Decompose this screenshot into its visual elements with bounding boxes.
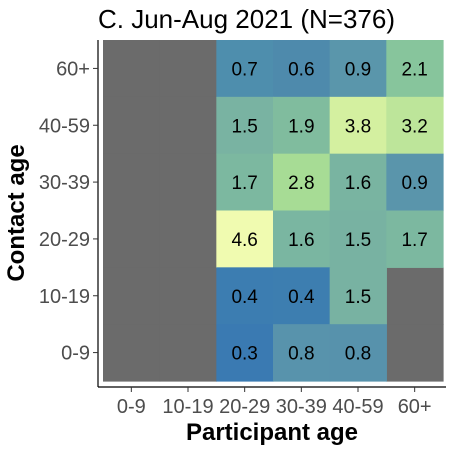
cell-value-label: 0.4 bbox=[231, 287, 258, 308]
heatmap-cell bbox=[329, 210, 387, 268]
heatmap-cell bbox=[216, 324, 274, 382]
heatmap-cell-labels: 0.7 0.6 0.9 2.1 1.5 1.9 3.8 3.2 1.7 2.8 1.6 0.9 4.6 1… bbox=[231, 59, 427, 364]
heatmap-cell bbox=[329, 153, 387, 212]
cell-value-label: 1.5 bbox=[345, 230, 371, 251]
x-tick-label: 40-59 bbox=[332, 396, 383, 418]
x-tick-label: 60+ bbox=[398, 396, 432, 418]
heatmap-cell bbox=[386, 153, 444, 212]
cell-value-label: 2.8 bbox=[288, 173, 314, 194]
y-tick-label: 10-19 bbox=[39, 286, 90, 308]
y-axis-title: Contact age bbox=[3, 144, 30, 281]
heatmap-cell bbox=[273, 153, 331, 212]
cell-value-label: 0.6 bbox=[288, 59, 314, 80]
y-tick-label: 60+ bbox=[56, 58, 90, 80]
x-tick-label: 30-39 bbox=[276, 396, 327, 418]
heatmap-cells bbox=[103, 40, 444, 382]
cell-value-label: 4.6 bbox=[231, 230, 257, 251]
cell-value-label: 1.5 bbox=[345, 287, 371, 308]
heatmap-cell-missing bbox=[386, 324, 444, 382]
heatmap-cell-missing bbox=[159, 96, 217, 155]
heatmap-cell-missing bbox=[103, 96, 161, 155]
y-tick-label: 40-59 bbox=[39, 115, 90, 137]
heatmap-cell-missing bbox=[159, 210, 217, 268]
heatmap-cell-missing bbox=[103, 267, 161, 325]
cell-value-label: 0.8 bbox=[345, 344, 371, 365]
cell-value-label: 1.7 bbox=[231, 173, 257, 194]
y-tick-label: 0-9 bbox=[61, 343, 90, 365]
heatmap-cell-missing bbox=[103, 210, 161, 268]
x-tick-label: 10-19 bbox=[162, 396, 213, 418]
x-axis-title: Participant age bbox=[186, 419, 358, 446]
cell-value-label: 0.9 bbox=[401, 173, 427, 194]
heatmap-cell-missing bbox=[159, 267, 217, 325]
cell-value-label: 3.2 bbox=[401, 116, 427, 137]
cell-value-label: 0.7 bbox=[231, 59, 257, 80]
heatmap-cell bbox=[273, 96, 331, 155]
heatmap-cell bbox=[329, 267, 387, 325]
cell-value-label: 3.8 bbox=[345, 116, 371, 137]
cell-value-label: 0.8 bbox=[288, 344, 314, 365]
heatmap-cell bbox=[273, 324, 331, 382]
cell-value-label: 0.3 bbox=[231, 344, 257, 365]
heatmap-cell bbox=[329, 324, 387, 382]
heatmap-cell-missing bbox=[103, 324, 161, 382]
heatmap-cell bbox=[216, 210, 274, 268]
heatmap-cell bbox=[329, 96, 387, 155]
heatmap-cell bbox=[216, 40, 274, 98]
heatmap-cell-missing bbox=[159, 153, 217, 212]
heatmap-cell bbox=[216, 96, 274, 155]
heatmap-cell bbox=[216, 267, 274, 325]
heatmap-cell-missing bbox=[159, 324, 217, 382]
heatmap-cell bbox=[216, 153, 274, 212]
heatmap-cell-missing bbox=[159, 40, 217, 98]
heatmap-cell bbox=[386, 210, 444, 268]
x-axis-ticks: 0-9 10-19 20-29 30-39 40-59 60+ bbox=[117, 387, 432, 418]
cell-value-label: 1.9 bbox=[288, 116, 314, 137]
x-tick-label: 0-9 bbox=[117, 396, 146, 418]
heatmap-cell bbox=[329, 40, 387, 98]
y-axis-ticks: 0-9 10-19 20-29 30-39 40-59 60+ bbox=[39, 58, 98, 365]
heatmap-cell bbox=[273, 267, 331, 325]
heatmap-cell bbox=[386, 40, 444, 98]
heatmap-cell bbox=[386, 96, 444, 155]
heatmap-cell-missing bbox=[103, 153, 161, 212]
cell-value-label: 0.9 bbox=[345, 59, 371, 80]
cell-value-label: 0.4 bbox=[288, 287, 315, 308]
heatmap-cell bbox=[273, 210, 331, 268]
cell-value-label: 1.6 bbox=[345, 173, 371, 194]
cell-value-label: 1.5 bbox=[231, 116, 257, 137]
y-tick-label: 20-29 bbox=[39, 229, 90, 251]
y-tick-label: 30-39 bbox=[39, 172, 90, 194]
heatmap-cell bbox=[273, 40, 331, 98]
cell-value-label: 1.7 bbox=[401, 230, 427, 251]
cell-value-label: 1.6 bbox=[288, 230, 314, 251]
heatmap-cell-missing bbox=[386, 267, 444, 325]
cell-value-label: 2.1 bbox=[401, 59, 427, 80]
x-tick-label: 20-29 bbox=[219, 396, 270, 418]
heatmap-cell-missing bbox=[103, 40, 161, 98]
chart-title: C. Jun-Aug 2021 (N=376) bbox=[98, 4, 395, 34]
